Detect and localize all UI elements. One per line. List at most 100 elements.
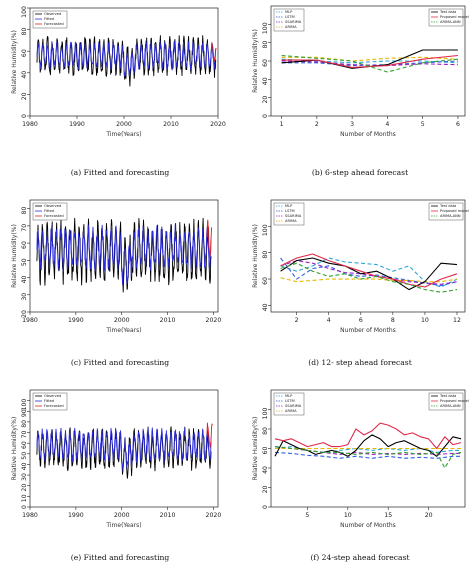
- y-tick-label: 20: [21, 92, 28, 100]
- x-tick-label: 2000: [114, 512, 130, 519]
- caption-f: (f) 24-step ahead forecast: [310, 553, 409, 562]
- y-tick-label: 20: [21, 484, 28, 492]
- y-tick-label: 100: [262, 224, 269, 236]
- legend-entry: SSARIMA: [285, 404, 302, 408]
- x-tick-label: 1980: [22, 121, 38, 128]
- x-tick-label: 2000: [116, 121, 132, 128]
- series-line-proposed-model: [274, 422, 462, 450]
- panel-e: 1980 1990 2000 2010 2020 0 10 20 30 40 50 60 70 80 901…: [11, 389, 222, 529]
- legend-entry: LSTM: [285, 209, 295, 213]
- x-tick-label: 12: [453, 317, 461, 324]
- y-tick-label: 50: [21, 452, 28, 460]
- legend-entry: MLP: [285, 204, 293, 208]
- plot-area: [36, 422, 213, 479]
- legend-box: [273, 202, 305, 226]
- y-tick-label: 0: [21, 505, 28, 509]
- y-axis-label: Relative Humidity(%): [252, 29, 259, 93]
- legend-box: [273, 8, 305, 32]
- x-tick-label: 2: [315, 121, 319, 128]
- plot-area: [274, 422, 462, 469]
- y-tick-label: 50: [21, 258, 28, 266]
- x-tick-label: 6: [456, 121, 460, 128]
- y-tick-label: 0: [21, 114, 28, 118]
- caption-e: (e) Fitted and forecasting: [71, 553, 170, 562]
- legend-entry: SSARIMA: [285, 20, 302, 24]
- y-tick-label: 80: [21, 207, 28, 215]
- series-line-proposed-model: [280, 253, 458, 288]
- y-tick-label: 60: [262, 446, 269, 454]
- legend-entry: Fitted: [44, 17, 54, 21]
- caption-b: (b) 6-step ahead forecast: [312, 168, 408, 177]
- series-line-arima-ann: [280, 262, 458, 293]
- series-line-observed: [36, 217, 212, 293]
- series-line-fitted: [36, 427, 212, 472]
- x-tick-label: 2020: [206, 317, 222, 324]
- y-tick-label: 60: [262, 59, 269, 67]
- x-tick-label: 15: [384, 512, 392, 519]
- series-line-forecasted: [210, 41, 217, 62]
- x-axis-label: Time(Years): [105, 131, 141, 138]
- y-tick-label: 0: [262, 114, 269, 118]
- series-line-fitted: [36, 40, 217, 77]
- legend-entry: Test data: [439, 10, 456, 14]
- legend-entry: ARIMA-ANN: [440, 20, 461, 24]
- legend-entry: ARIMA-ANN: [440, 214, 461, 218]
- y-tick-label: 60: [21, 241, 28, 249]
- plot-area: [36, 217, 213, 293]
- x-tick-label: 10: [421, 317, 429, 324]
- legend-entry: Observed: [44, 204, 61, 208]
- panel-f: 5 10 15 20 0 20 40 60 80 100 Number of Months Relat…: [252, 389, 469, 529]
- y-axis-label: Relative Humidity(%): [11, 224, 18, 288]
- legend-entry: Forecasted: [44, 404, 64, 408]
- y-tick-label: 40: [262, 303, 269, 311]
- caption-d: (d) 12- step ahead forecast: [308, 358, 412, 367]
- x-tick-label: 1990: [69, 121, 85, 128]
- series-line-proposed-model: [281, 54, 458, 68]
- legend-entry: Forecasted: [44, 22, 64, 26]
- y-axis-label: Relative Humidity(%): [252, 417, 259, 481]
- plot-area: [281, 49, 458, 73]
- caption-c: (c) Fitted and forecasting: [71, 358, 169, 367]
- x-tick-label: 1: [280, 121, 284, 128]
- y-tick-label: 40: [262, 466, 269, 474]
- x-tick-label: 20: [425, 512, 433, 519]
- y-tick-label: 30: [21, 293, 28, 301]
- y-tick-label: 80: [21, 28, 28, 36]
- legend-box: [273, 392, 305, 416]
- x-axis-label: Time(Years): [105, 522, 141, 529]
- legend-entry: Fitted: [44, 209, 54, 213]
- y-tick-label: 100: [262, 407, 269, 419]
- series-line-arima-ann: [274, 446, 462, 469]
- series-line-forecasted: [206, 422, 213, 448]
- x-tick-label: 1980: [22, 512, 38, 519]
- legend-entry: Proposed model: [440, 209, 469, 213]
- x-tick-label: 5: [305, 512, 309, 519]
- series-line-lstm: [274, 451, 461, 459]
- legend-entry: LSTM: [285, 399, 295, 403]
- x-tick-label: 5: [421, 121, 425, 128]
- y-tick-label: 60: [21, 441, 28, 449]
- legend-entry: MLP: [285, 10, 293, 14]
- y-tick-label: 100: [262, 22, 269, 34]
- series-line-test-data: [274, 434, 462, 457]
- x-tick-label: 2020: [206, 512, 222, 519]
- y-tick-label: 40: [21, 462, 28, 470]
- plot-area: [280, 253, 458, 293]
- y-axis-label: Relative Humidity(%): [11, 417, 18, 481]
- y-axis-label: Relative Humidity(%): [11, 30, 18, 94]
- legend-entry: Fitted: [44, 399, 54, 403]
- legend-entry: Observed: [44, 394, 61, 398]
- x-tick-label: 4: [385, 121, 389, 128]
- y-tick-label: 40: [21, 71, 28, 79]
- series-line-mlp: [280, 257, 458, 288]
- y-tick-label: 60: [262, 277, 269, 285]
- caption-a: (a) Fitted and forecasting: [71, 168, 170, 177]
